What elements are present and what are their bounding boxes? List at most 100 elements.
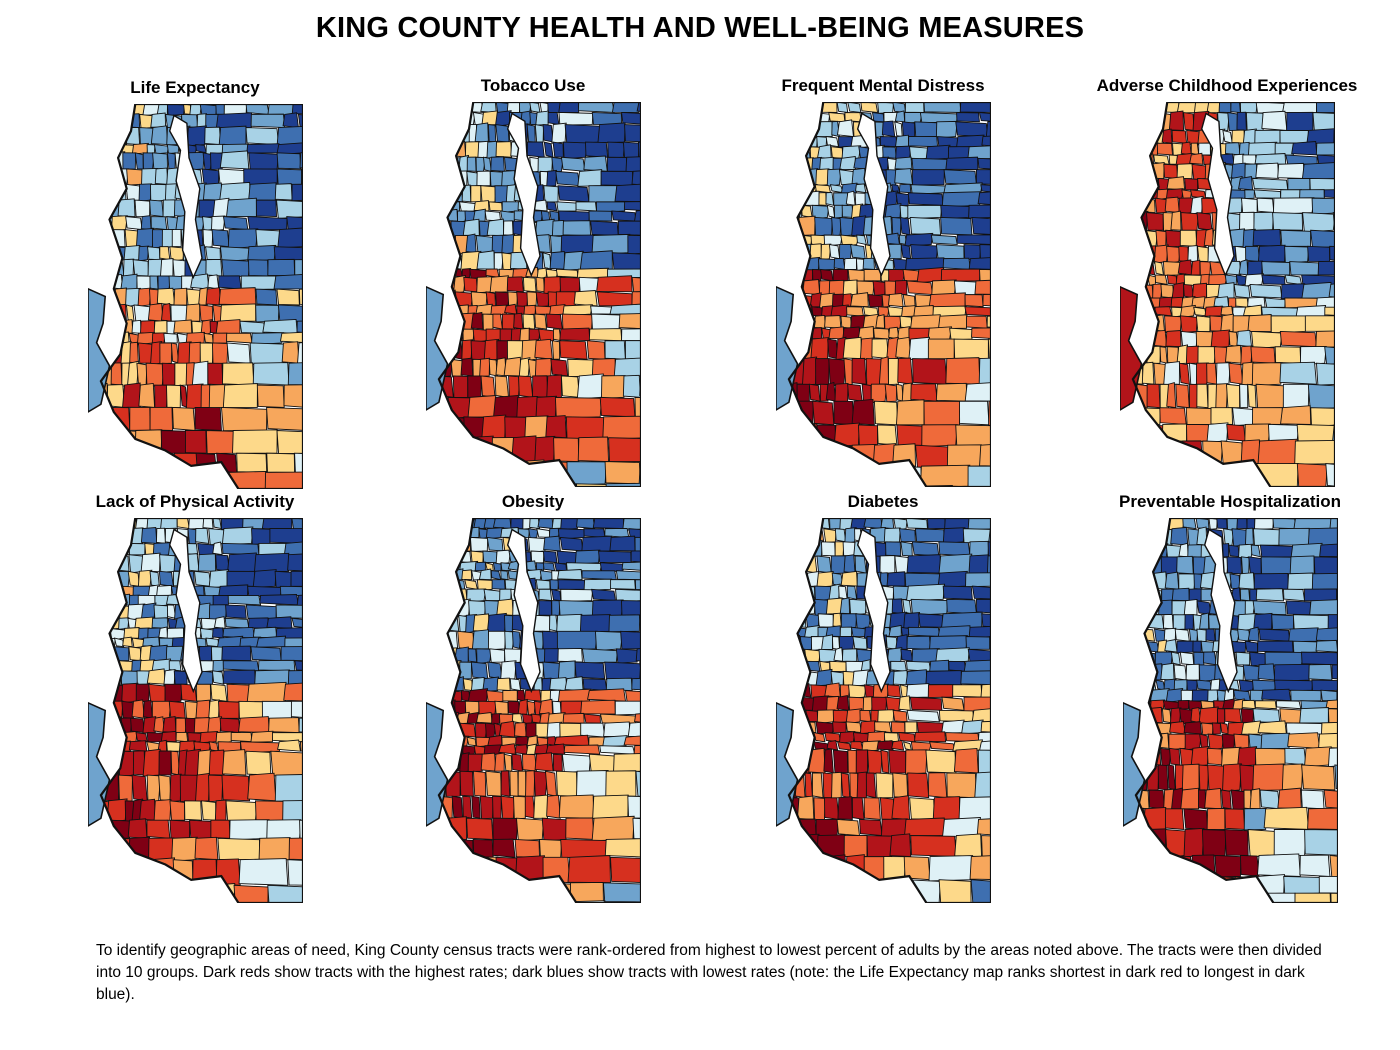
census-tract xyxy=(843,527,857,544)
census-tract xyxy=(503,303,517,315)
census-tract xyxy=(892,709,908,723)
census-tract xyxy=(1235,111,1247,131)
census-tract xyxy=(492,562,502,572)
census-tract xyxy=(1331,422,1335,442)
census-tract xyxy=(609,856,641,884)
census-tract xyxy=(801,279,820,296)
census-tract xyxy=(160,302,171,322)
census-tract xyxy=(564,817,594,840)
census-tract xyxy=(1179,747,1193,766)
census-tract xyxy=(560,375,580,398)
census-tract xyxy=(1285,111,1313,131)
census-tract xyxy=(590,313,621,330)
census-tract xyxy=(633,712,641,724)
census-tract xyxy=(1197,789,1207,810)
census-tract xyxy=(788,659,793,672)
census-tract xyxy=(553,562,567,572)
census-tract xyxy=(1191,689,1209,702)
census-tract xyxy=(846,749,857,774)
census-tract xyxy=(601,415,641,440)
census-tract xyxy=(194,406,222,431)
census-tract xyxy=(502,220,514,237)
census-tract xyxy=(462,218,480,237)
census-tract xyxy=(816,424,836,446)
census-tract xyxy=(839,234,859,247)
census-tract xyxy=(623,201,641,212)
census-tract xyxy=(1271,518,1296,530)
census-tract xyxy=(131,774,148,802)
census-tract xyxy=(287,669,303,685)
census-tract xyxy=(480,414,506,440)
census-tract xyxy=(451,461,477,485)
census-tract xyxy=(1252,211,1274,232)
census-tract xyxy=(891,598,903,615)
census-tract xyxy=(100,594,103,606)
census-tract xyxy=(276,152,301,170)
choropleth-map xyxy=(1122,518,1338,903)
census-tract xyxy=(849,292,869,308)
census-tract xyxy=(1207,518,1218,530)
county-outline xyxy=(1131,102,1335,487)
census-tract xyxy=(534,305,551,315)
census-tract xyxy=(1144,528,1160,546)
census-tract xyxy=(526,141,545,158)
census-tract xyxy=(125,168,143,186)
lake-washington xyxy=(506,112,541,278)
census-tract xyxy=(894,156,912,171)
census-tract xyxy=(1140,330,1152,348)
census-tract xyxy=(496,677,511,692)
census-tract xyxy=(507,483,533,487)
census-tract xyxy=(776,112,787,122)
census-tract xyxy=(1201,829,1227,858)
census-tract xyxy=(840,772,850,799)
census-tract xyxy=(107,660,119,672)
census-tract xyxy=(879,518,894,530)
census-tract xyxy=(1298,854,1330,877)
census-tract xyxy=(948,327,973,341)
census-tract xyxy=(811,400,834,426)
census-tract xyxy=(235,452,267,473)
census-tract xyxy=(100,682,108,702)
census-tract xyxy=(1273,663,1311,682)
census-tract xyxy=(274,183,293,201)
census-tract xyxy=(1175,555,1194,575)
census-tract xyxy=(1135,664,1150,681)
census-tract xyxy=(215,858,241,886)
census-tract xyxy=(1210,407,1233,425)
census-tract xyxy=(165,384,181,409)
census-tract xyxy=(1254,162,1279,179)
census-tract xyxy=(1226,111,1238,131)
census-tract xyxy=(588,328,622,342)
census-tract xyxy=(121,636,133,648)
census-tract xyxy=(1218,102,1231,113)
census-tract xyxy=(599,713,636,724)
census-tract xyxy=(205,637,220,648)
census-tract xyxy=(1185,679,1198,692)
census-tract xyxy=(1236,746,1257,767)
census-tract xyxy=(258,594,299,606)
census-tract xyxy=(874,772,893,799)
census-tract xyxy=(249,730,273,743)
census-tract xyxy=(584,141,608,158)
census-tract xyxy=(535,579,551,590)
census-tract xyxy=(282,112,299,129)
census-tract xyxy=(549,251,566,270)
census-tract xyxy=(199,627,215,640)
census-tract xyxy=(895,424,923,447)
census-tract xyxy=(618,312,641,330)
census-tract xyxy=(491,313,503,330)
census-tract xyxy=(1318,875,1338,894)
census-tract xyxy=(217,700,240,719)
census-tract xyxy=(1206,747,1223,766)
census-tract xyxy=(171,259,187,278)
census-tract xyxy=(148,644,168,662)
caption: To identify geographic areas of need, Ki… xyxy=(96,942,1322,1003)
census-tract xyxy=(843,834,867,858)
census-tract xyxy=(149,406,173,431)
census-tract xyxy=(1169,210,1181,231)
census-tract xyxy=(139,320,155,334)
census-tract xyxy=(470,311,483,330)
census-tract xyxy=(630,550,641,564)
census-tract xyxy=(246,216,287,231)
census-tract xyxy=(809,337,829,360)
